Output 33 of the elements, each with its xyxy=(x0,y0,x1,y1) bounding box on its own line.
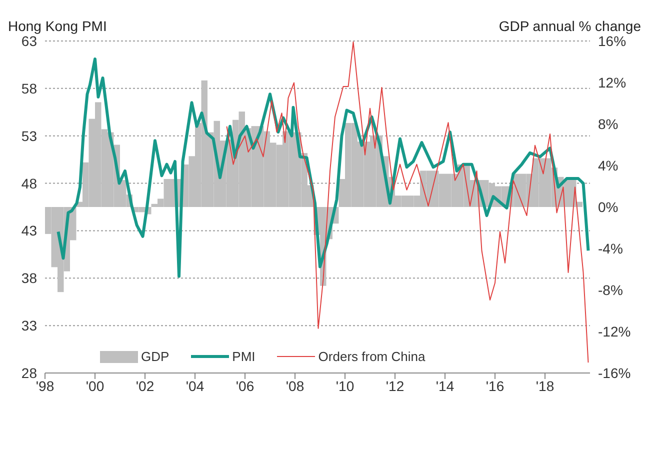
x-tick-label: '98 xyxy=(36,378,54,394)
x-tick-label: '16 xyxy=(486,378,504,394)
y-tick-label: 58 xyxy=(21,80,38,96)
x-tick-label: '08 xyxy=(286,378,304,394)
y2-tick-label: 0% xyxy=(598,198,618,215)
y2-tick-label: -8% xyxy=(598,282,623,298)
y-tick-label: 43 xyxy=(21,222,38,239)
y2-tick-label: -16% xyxy=(598,364,631,381)
x-tick-label: '10 xyxy=(336,378,354,394)
y2-tick-label: 12% xyxy=(598,74,626,90)
x-tick-label: '04 xyxy=(186,378,204,394)
x-tick-label: '14 xyxy=(436,378,454,394)
chart-title: Hong Kong PMI xyxy=(8,18,107,34)
legend-label: Orders from China xyxy=(318,349,426,364)
y-tick-label: 28 xyxy=(21,364,38,381)
x-tick-label: '06 xyxy=(236,378,254,394)
x-tick-label: '18 xyxy=(536,378,554,394)
y2-tick-label: 16% xyxy=(598,32,626,49)
legend-label: GDP xyxy=(141,349,170,364)
x-tick-label: '02 xyxy=(136,378,154,394)
y2-tick-label: -4% xyxy=(598,240,623,256)
y-tick-label: 48 xyxy=(21,175,38,192)
y2-axis-title: GDP annual % change xyxy=(498,18,641,34)
y-tick-label: 53 xyxy=(21,128,38,144)
y-tick-label: 33 xyxy=(21,318,38,334)
y2-tick-label: -12% xyxy=(598,323,631,340)
y-tick-label: 63 xyxy=(21,32,38,49)
x-tick-label: '12 xyxy=(386,378,404,394)
y-tick-label: 38 xyxy=(21,270,38,286)
legend-label: PMI xyxy=(232,349,256,364)
y2-tick-label: 4% xyxy=(598,157,618,174)
y2-tick-label: 8% xyxy=(598,116,618,132)
x-tick-label: '00 xyxy=(86,378,104,394)
